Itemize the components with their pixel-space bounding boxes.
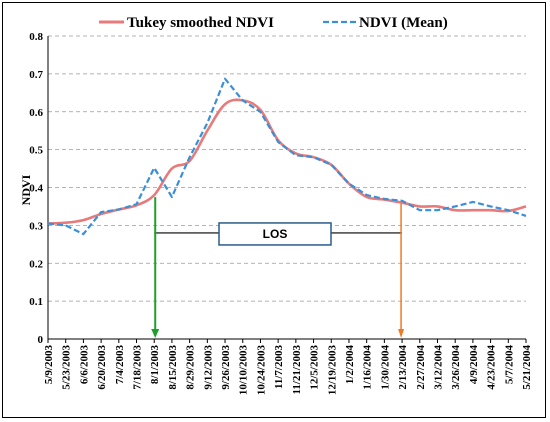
x-tick-label: 12/19/2003 — [326, 345, 338, 396]
x-tick-label: 5/9/2003 — [43, 345, 55, 385]
x-tick-label: 5/21/2004 — [521, 345, 533, 390]
x-tick-label: 11/21/2003 — [291, 345, 303, 395]
series-line-ndvi-mean — [47, 77, 527, 236]
legend-label-ndvi-mean: NDVI (Mean) — [359, 15, 448, 31]
x-tick-label: 5/23/2003 — [61, 345, 73, 390]
x-tick-label: 4/23/2004 — [486, 345, 498, 390]
x-tick-label: 10/24/2003 — [255, 345, 267, 396]
y-tick-label: 0.2 — [29, 258, 43, 270]
y-tick-label: 0.6 — [29, 107, 43, 119]
x-tick-label: 1/30/2004 — [379, 345, 391, 390]
x-tick-label: 1/16/2004 — [362, 345, 374, 390]
x-tick-label: 6/20/2003 — [96, 345, 108, 390]
gridlines — [48, 35, 526, 302]
x-tick-label: 11/7/2003 — [273, 345, 285, 390]
y-tick-label: 0.1 — [29, 296, 43, 308]
x-tick-label: 2/27/2004 — [415, 345, 427, 390]
los-label-box — [218, 222, 332, 246]
axes — [47, 36, 527, 343]
x-tick-label: 7/4/2003 — [114, 345, 126, 385]
los-end-arrow-head — [398, 329, 405, 338]
x-tick-label: 3/12/2004 — [432, 345, 444, 390]
series-lines — [47, 77, 527, 236]
x-tick-label: 1/2/2004 — [344, 345, 356, 385]
y-tick-label: 0.8 — [29, 31, 43, 43]
series-line-tukey-smoothed — [47, 98, 527, 225]
legend-label-tukey-smoothed: Tukey smoothed NDVI — [127, 15, 274, 31]
y-tick-label: 0.4 — [29, 183, 43, 195]
x-tick-label: 5/7/2004 — [503, 345, 515, 385]
x-tick-label: 8/15/2003 — [167, 345, 179, 390]
los-start-arrow-head — [151, 329, 160, 338]
los-label: LOS — [263, 227, 288, 241]
y-tick-label: 0.3 — [29, 220, 43, 232]
x-tick-labels: 5/9/2003 5/23/2003 6/6/2003 6/20/2003 7/4/20… — [43, 345, 533, 396]
x-tick-label: 7/18/2003 — [132, 345, 144, 390]
x-tick-label: 9/12/2003 — [202, 345, 214, 390]
x-tick-label: 12/5/2003 — [309, 345, 321, 390]
y-tick-label: 0.7 — [29, 69, 43, 81]
x-tick-label: 6/6/2003 — [78, 345, 90, 385]
y-axis-title: NDVI — [19, 174, 33, 205]
legend: Tukey smoothed NDVI NDVI (Mean) — [99, 15, 448, 31]
y-tick-label: 0.5 — [29, 145, 43, 157]
x-tick-label: 9/26/2003 — [220, 345, 232, 390]
x-tick-label: 10/10/2003 — [238, 345, 250, 396]
x-tick-label: 8/1/2003 — [149, 345, 161, 385]
los-annotation: LOS — [151, 197, 405, 338]
x-tick-label: 2/13/2004 — [397, 345, 409, 390]
y-tick-label: 0 — [38, 334, 44, 346]
x-tick-label: 8/29/2003 — [185, 345, 197, 390]
x-tick-label: 3/26/2004 — [450, 345, 462, 390]
y-tick-labels: 0 0.1 0.2 0.3 0.4 0.5 0.6 0.7 0.8 — [29, 31, 43, 346]
x-tick-label: 4/9/2004 — [468, 345, 480, 385]
